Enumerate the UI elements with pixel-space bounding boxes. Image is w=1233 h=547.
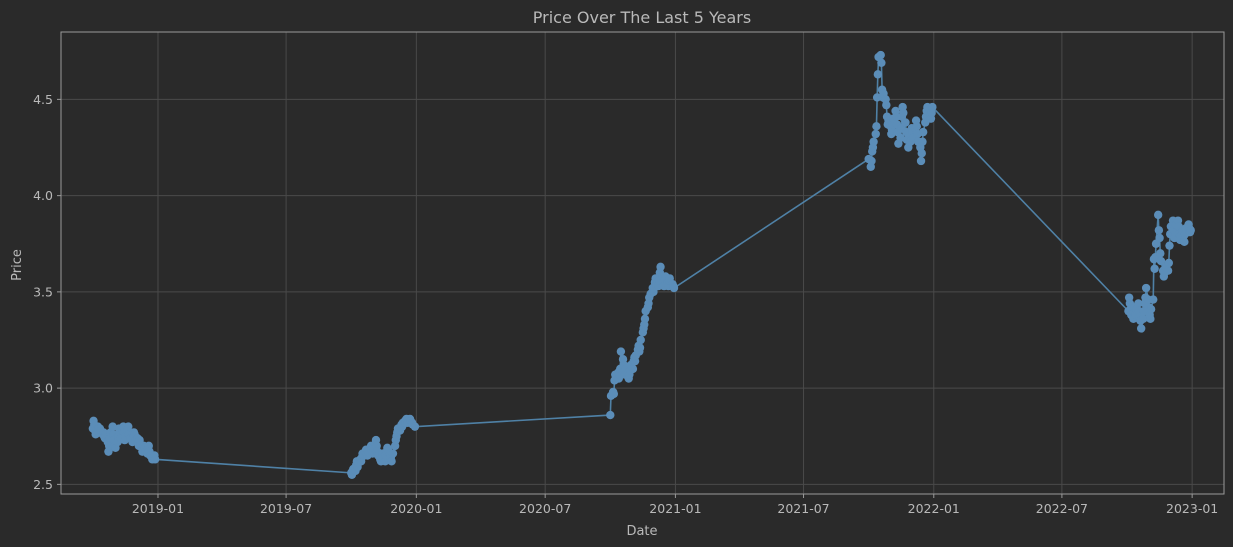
x-tick-label: 2020-01 <box>390 501 442 516</box>
data-point <box>616 347 626 356</box>
data-point <box>928 102 937 112</box>
data-point <box>1180 237 1189 247</box>
x-tick-label: 2022-01 <box>908 501 960 516</box>
data-point <box>636 335 645 345</box>
data-point <box>912 122 921 131</box>
data-point <box>1141 283 1151 293</box>
data-point <box>871 129 880 139</box>
data-point <box>669 283 679 293</box>
x-tick-label: 2019-07 <box>260 501 312 516</box>
data-point <box>873 70 883 79</box>
data-point <box>876 50 885 60</box>
data-point <box>1155 233 1164 243</box>
data-point <box>609 389 619 399</box>
data-point <box>1186 226 1195 235</box>
x-tick-label: 2019-01 <box>132 501 184 516</box>
x-tick-label: 2021-01 <box>649 501 701 516</box>
data-point <box>896 133 905 143</box>
data-point <box>867 156 876 166</box>
x-axis-label: Date <box>626 524 657 539</box>
data-point <box>1165 241 1174 250</box>
data-point <box>656 262 665 272</box>
data-point <box>1146 305 1156 314</box>
x-tick-label: 2022-07 <box>1036 501 1088 516</box>
data-point <box>872 122 881 131</box>
data-point <box>1136 324 1146 333</box>
x-tick-label: 2023-01 <box>1166 501 1218 516</box>
data-point <box>901 118 910 127</box>
data-point <box>916 156 926 166</box>
data-point <box>150 455 160 464</box>
y-axis-label: Price <box>10 249 25 281</box>
grid <box>61 32 1224 494</box>
x-tick-label: 2020-07 <box>519 501 571 516</box>
data-point <box>1150 264 1159 273</box>
data-point <box>628 364 638 374</box>
data-point <box>918 137 927 146</box>
x-tick-label: 2021-07 <box>777 501 829 516</box>
data-point <box>869 137 878 146</box>
data-point <box>1134 299 1143 308</box>
data-point <box>124 422 133 431</box>
data-point <box>108 422 117 431</box>
data-point <box>918 127 928 137</box>
data-point <box>387 457 396 466</box>
chart-title: Price Over The Last 5 Years <box>533 8 751 27</box>
data-point <box>640 314 650 324</box>
data-point <box>1156 249 1165 258</box>
data-point <box>1163 266 1173 275</box>
data-point <box>899 108 908 118</box>
data-point <box>1156 256 1166 266</box>
data-point <box>1153 210 1163 220</box>
x-axis-ticks: 2019-01 2019-07 2020-01 2020-07 2021-01 2021-… <box>132 494 1218 516</box>
y-axis-ticks: 2.5 3.0 3.5 4.0 4.5 <box>33 92 61 492</box>
plot-frame <box>60 31 1225 495</box>
series-layer <box>88 50 1195 479</box>
data-point <box>635 343 645 352</box>
data-point <box>1164 258 1173 268</box>
data-point <box>388 449 398 458</box>
data-point <box>877 58 886 67</box>
data-point <box>1139 314 1148 324</box>
data-point <box>1146 314 1155 324</box>
data-point <box>410 422 420 431</box>
data-point <box>1154 226 1164 235</box>
y-tick-label: 4.5 <box>33 92 53 107</box>
y-tick-label: 4.0 <box>33 188 53 203</box>
data-point <box>606 410 615 420</box>
data-point <box>1149 295 1158 304</box>
y-tick-label: 2.5 <box>33 477 53 492</box>
data-point <box>882 100 891 110</box>
data-point <box>917 149 926 158</box>
y-tick-label: 3.0 <box>33 381 53 396</box>
y-tick-label: 3.5 <box>33 284 53 299</box>
